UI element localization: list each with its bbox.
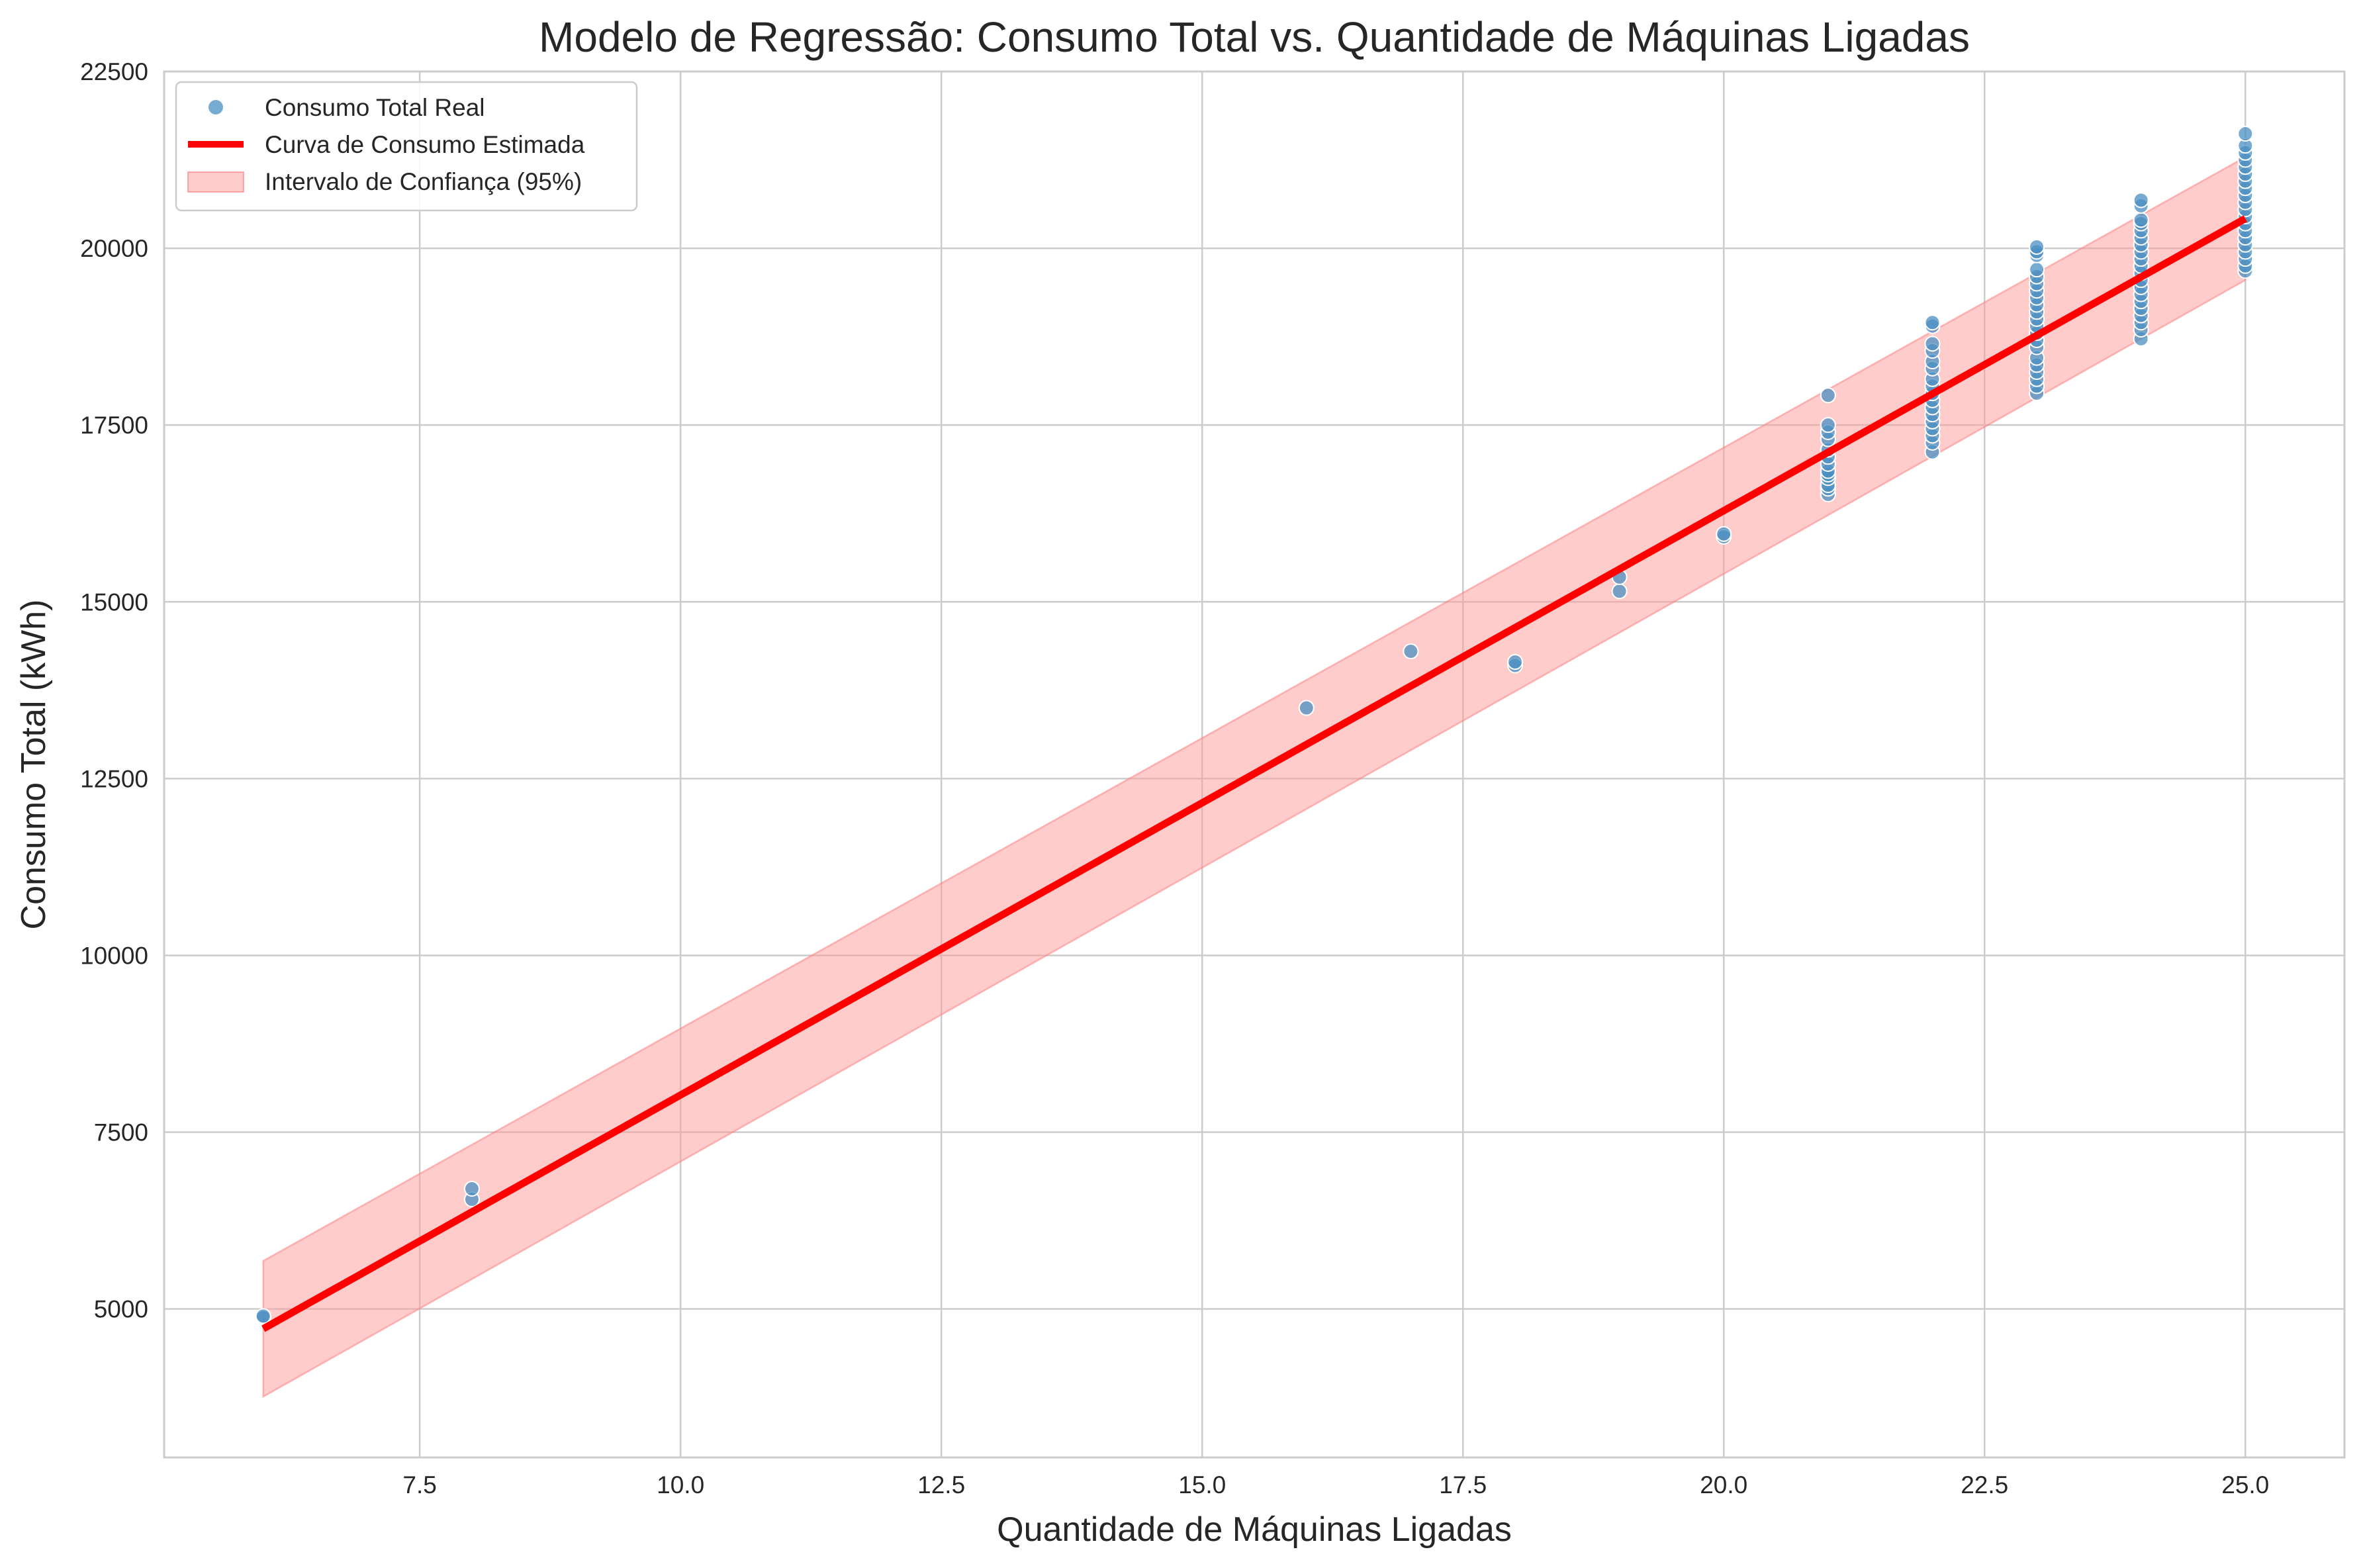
plot-frame	[163, 70, 2346, 1459]
grid-lines	[164, 70, 2344, 1457]
x-tick-label: 25.0	[2221, 1471, 2269, 1499]
x-tick-label: 20.0	[1700, 1471, 1747, 1499]
scatter-point	[2237, 126, 2254, 142]
regression-line-layer	[261, 215, 2247, 1332]
scatter-point	[1820, 417, 1836, 434]
legend-frame	[175, 81, 638, 212]
x-tick-label: 12.5	[917, 1471, 965, 1499]
x-tick-label: 7.5	[402, 1471, 436, 1499]
scatter-point	[2133, 192, 2149, 208]
scatter-point	[1924, 314, 1941, 331]
scatter-point	[1507, 654, 1524, 670]
y-tick-label: 22500	[80, 58, 148, 85]
chart-title: Modelo de Regressão: Consumo Total vs. Q…	[539, 13, 1970, 61]
y-tick-labels: 5000 7500 10000 12500 15000 17500 20000 22500	[80, 58, 148, 1323]
y-axis-label: Consumo Total (kWh)	[15, 600, 53, 930]
scatter-point	[1403, 643, 1419, 660]
x-tick-labels: 7.5 10.0 12.5 15.0 17.5 20.0 22.5 25.0	[402, 1471, 2269, 1499]
x-tick-label: 22.5	[1961, 1471, 2008, 1499]
scatter-point	[1820, 387, 1836, 404]
scatter-point	[1716, 526, 1732, 542]
scatter-point	[2029, 238, 2045, 255]
y-tick-label: 17500	[80, 412, 148, 439]
scatter-point	[2133, 212, 2149, 228]
legend-label-scatter: Consumo Total Real	[265, 94, 485, 121]
x-tick-label: 15.0	[1178, 1471, 1226, 1499]
legend-marker-band	[187, 171, 244, 193]
scatter-point	[463, 1181, 480, 1197]
y-tick-label: 20000	[80, 235, 148, 262]
y-tick-label: 15000	[80, 588, 148, 616]
scatter-point	[1924, 336, 1941, 352]
legend: Consumo Total Real Curva de Consumo Esti…	[175, 81, 638, 212]
scatter-point	[1611, 583, 1628, 600]
scatter-point	[2029, 261, 2045, 278]
scatter-points-layer	[255, 126, 2254, 1326]
x-tick-label: 17.5	[1439, 1471, 1487, 1499]
y-tick-label: 7500	[94, 1119, 148, 1146]
y-tick-label: 5000	[94, 1296, 148, 1323]
legend-label-band: Intervalo de Confiança (95%)	[265, 168, 582, 195]
regression-line	[261, 215, 2247, 1332]
scatter-point	[255, 1308, 271, 1324]
y-tick-label: 12500	[80, 765, 148, 792]
legend-marker-scatter	[208, 100, 223, 115]
y-tick-label: 10000	[80, 942, 148, 969]
legend-label-line: Curva de Consumo Estimada	[265, 131, 585, 158]
x-tick-label: 10.0	[657, 1471, 704, 1499]
x-axis-label: Quantidade de Máquinas Ligadas	[997, 1510, 1512, 1549]
scatter-point	[1298, 700, 1315, 716]
